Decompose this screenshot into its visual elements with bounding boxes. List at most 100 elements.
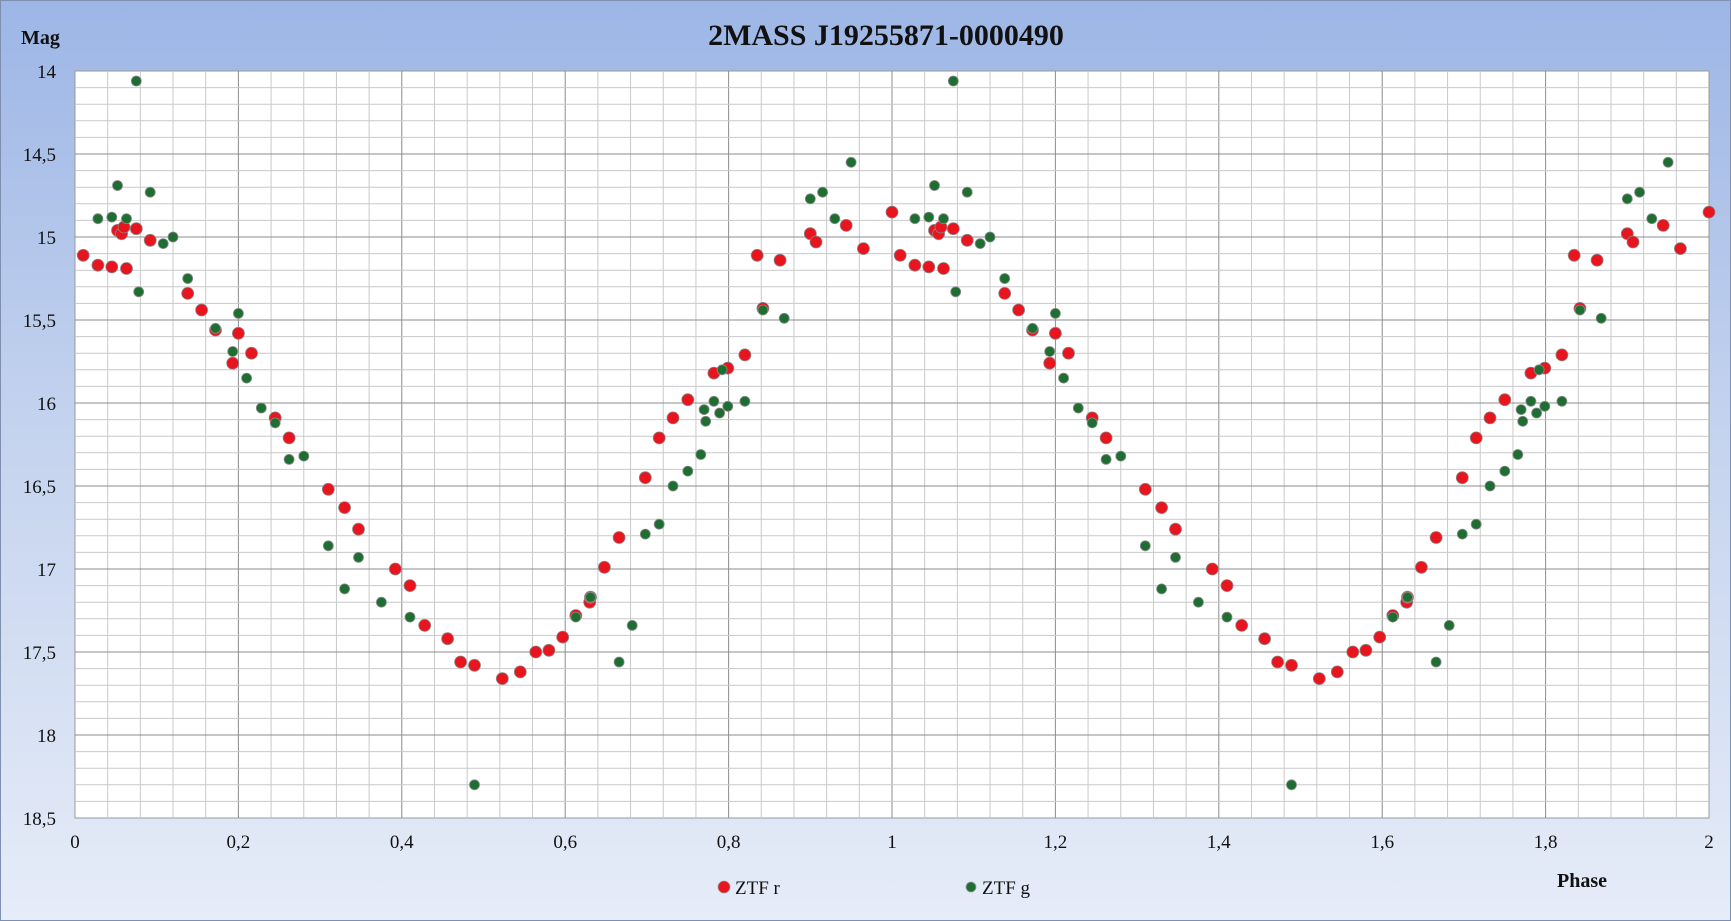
- data-point-ztf-r: [1555, 348, 1569, 362]
- data-point-ztf-g: [947, 75, 959, 87]
- data-point-ztf-g: [353, 552, 364, 563]
- data-point-ztf-g: [653, 518, 665, 530]
- data-point-ztf-r: [857, 242, 870, 256]
- data-point-ztf-g: [585, 591, 596, 603]
- data-point-ztf-g: [1556, 395, 1568, 407]
- data-point-ztf-g: [1430, 656, 1442, 668]
- data-point-ztf-g: [1115, 450, 1127, 462]
- data-point-ztf-g: [984, 231, 996, 243]
- data-point-ztf-r: [1674, 242, 1687, 256]
- data-point-ztf-r: [181, 286, 195, 300]
- data-point-ztf-g: [322, 540, 334, 552]
- data-point-ztf-g: [1525, 395, 1537, 407]
- data-point-ztf-r: [282, 431, 296, 445]
- data-point-ztf-g: [1156, 583, 1167, 595]
- data-point-ztf-g: [1456, 528, 1468, 540]
- data-point-ztf-g: [570, 611, 582, 623]
- data-point-ztf-g: [626, 620, 638, 631]
- data-point-ztf-g: [298, 450, 310, 462]
- data-point-ztf-r: [638, 471, 652, 485]
- data-point-ztf-g: [227, 346, 239, 357]
- data-point-ztf-r: [908, 258, 922, 272]
- data-point-ztf-r: [998, 286, 1012, 300]
- x-tick-label: 1,6: [1370, 832, 1394, 853]
- data-point-ztf-r: [321, 482, 335, 496]
- x-tick-label: 1,8: [1534, 832, 1558, 853]
- data-point-ztf-r: [1099, 431, 1113, 445]
- data-point-ztf-g: [1286, 779, 1297, 791]
- data-point-ztf-g: [961, 186, 973, 198]
- data-point-ztf-g: [817, 186, 828, 198]
- data-point-ztf-g: [1050, 307, 1061, 319]
- data-point-ztf-g: [739, 395, 751, 407]
- data-point-ztf-g: [1499, 465, 1511, 477]
- data-point-ztf-r: [338, 501, 352, 515]
- data-point-ztf-g: [1193, 596, 1204, 608]
- data-point-ztf-r: [403, 579, 417, 592]
- data-point-ztf-g: [339, 583, 351, 595]
- data-point-ztf-g: [130, 75, 142, 87]
- data-point-ztf-g: [404, 611, 416, 623]
- data-point-ztf-r: [76, 248, 90, 262]
- data-point-ztf-r: [937, 262, 950, 275]
- data-point-ztf-r: [120, 262, 133, 275]
- data-point-ztf-r: [681, 393, 695, 407]
- data-point-ztf-g: [613, 656, 625, 668]
- data-point-ztf-r: [1498, 393, 1512, 407]
- x-tick-label: 2: [1704, 832, 1714, 853]
- data-point-ztf-r: [388, 562, 402, 576]
- data-point-ztf-g: [1100, 453, 1112, 465]
- data-point-ztf-r: [143, 233, 157, 247]
- data-point-ztf-r: [1373, 630, 1387, 644]
- data-point-ztf-g: [1072, 402, 1084, 414]
- data-point-ztf-r: [738, 348, 752, 362]
- data-point-ztf-r: [352, 522, 365, 536]
- data-point-ztf-r: [1702, 205, 1716, 219]
- data-point-ztf-r: [231, 326, 245, 340]
- data-point-ztf-r: [893, 248, 907, 262]
- data-point-ztf-r: [1271, 655, 1284, 669]
- data-point-ztf-g: [210, 322, 221, 334]
- data-point-ztf-g: [829, 213, 841, 225]
- data-point-ztf-g: [1595, 312, 1607, 324]
- data-point-ztf-g: [157, 238, 169, 250]
- data-point-ztf-g: [1531, 407, 1542, 419]
- data-point-ztf-r: [1483, 411, 1497, 425]
- data-point-ztf-g: [1515, 404, 1527, 416]
- y-tick-label: 15: [37, 228, 56, 249]
- y-tick-label: 17,5: [23, 643, 56, 664]
- data-point-ztf-r: [529, 645, 543, 659]
- data-point-ztf-g: [714, 407, 725, 419]
- data-point-ztf-g: [682, 465, 694, 477]
- chart-title: 2MASS J19255871-0000490: [708, 19, 1064, 52]
- x-tick-label: 0,8: [717, 832, 741, 853]
- data-point-ztf-g: [1470, 518, 1482, 530]
- data-point-ztf-r: [1330, 665, 1344, 679]
- data-point-ztf-g: [974, 238, 986, 250]
- data-point-ztf-r: [245, 346, 258, 360]
- data-point-ztf-r: [129, 222, 143, 236]
- data-point-ztf-r: [652, 431, 666, 445]
- y-tick-label: 16: [37, 394, 56, 415]
- data-point-ztf-r: [1346, 645, 1360, 659]
- data-point-ztf-r: [960, 233, 974, 247]
- data-point-ztf-r: [1312, 672, 1326, 685]
- data-point-ztf-g: [1058, 372, 1069, 384]
- data-point-ztf-r: [1205, 562, 1219, 576]
- data-point-ztf-r: [195, 303, 209, 317]
- x-tick-label: 1,4: [1207, 832, 1231, 853]
- data-point-ztf-g: [722, 400, 734, 412]
- x-tick-label: 0,6: [553, 832, 577, 853]
- y-axis-title: Mag: [21, 27, 60, 49]
- data-point-ztf-g: [241, 372, 253, 384]
- x-tick-label: 0: [70, 832, 80, 853]
- data-point-ztf-g: [1221, 611, 1233, 623]
- x-tick-label: 0,4: [390, 832, 414, 853]
- data-point-ztf-r: [1567, 248, 1581, 262]
- x-tick-label: 1,2: [1044, 832, 1068, 853]
- data-point-ztf-g: [1634, 186, 1645, 198]
- data-point-ztf-r: [226, 356, 240, 370]
- data-point-ztf-g: [269, 417, 281, 429]
